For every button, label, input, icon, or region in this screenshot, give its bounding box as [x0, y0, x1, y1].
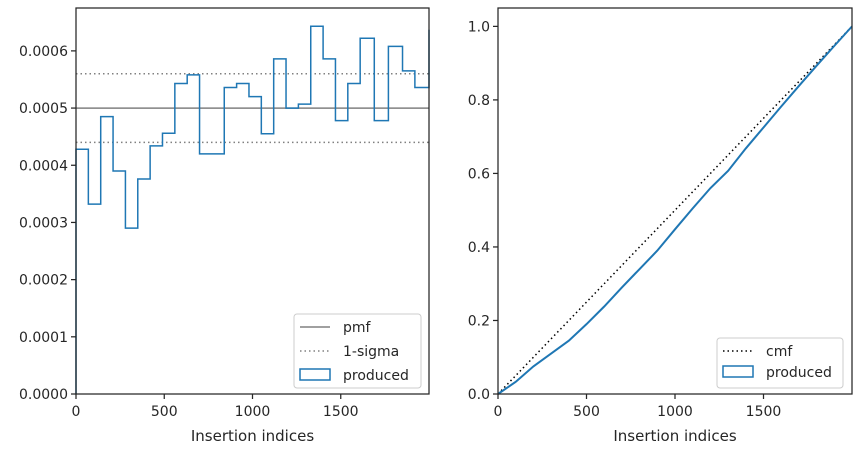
- y-tick-label: 0.0001: [19, 330, 68, 346]
- histogram-panel: 0 500 1000 1500 0.0000 0.0001 0.0002 0.0003 0.00…: [19, 7, 430, 445]
- produced-histogram-step: [75, 25, 430, 394]
- x-tick-label: 0: [494, 404, 503, 420]
- y-tick-label: 0.8: [468, 93, 490, 109]
- histogram-legend-pmf-label: pmf: [343, 320, 372, 336]
- x-tick-label: 500: [151, 404, 178, 420]
- y-tick-label: 0.0006: [19, 44, 68, 60]
- cumulative-x-axis-label: Insertion indices: [613, 427, 736, 445]
- histogram-legend: pmf 1-sigma produced: [293, 313, 422, 389]
- histogram-plot-area: [75, 25, 430, 394]
- x-tick-label: 1500: [746, 404, 782, 420]
- cumulative-axes-frame: [497, 7, 853, 395]
- y-tick-label: 0.4: [468, 240, 490, 256]
- cumulative-legend-produced-swatch: [722, 365, 754, 378]
- x-tick-label: 0: [72, 404, 81, 420]
- histogram-x-axis-label: Insertion indices: [191, 427, 314, 445]
- histogram-legend-produced-swatch: [299, 368, 331, 381]
- x-tick-label: 1500: [323, 404, 359, 420]
- y-tick-label: 0.0002: [19, 273, 68, 289]
- cumulative-legend-produced-label: produced: [766, 365, 832, 381]
- y-tick-label: 1.0: [468, 19, 490, 35]
- y-tick-label: 0.0: [468, 387, 490, 403]
- y-tick-label: 0.2: [468, 313, 490, 329]
- cumulative-ticks: 0 500 1000 1500 0.0 0.2 0.4 0.6 0.8 1.0: [468, 19, 782, 420]
- cumulative-legend-cmf-label: cmf: [766, 344, 793, 360]
- y-tick-label: 0.0005: [19, 101, 68, 117]
- cumulative-plot-area: [497, 25, 853, 395]
- cumulative-legend-box: [716, 337, 844, 389]
- cumulative-panel: 0 500 1000 1500 0.0 0.2 0.4 0.6 0.8 1.0 Insertion…: [468, 7, 853, 445]
- y-tick-label: 0.0003: [19, 215, 68, 231]
- histogram-ticks: 0 500 1000 1500 0.0000 0.0001 0.0002 0.0003 0.00…: [19, 44, 359, 420]
- histogram-legend-sigma-label: 1-sigma: [343, 344, 399, 360]
- y-tick-label: 0.6: [468, 166, 490, 182]
- histogram-legend-produced-label: produced: [343, 368, 409, 384]
- y-tick-label: 0.0000: [19, 387, 68, 403]
- x-tick-label: 1000: [235, 404, 271, 420]
- cumulative-legend: cmf produced: [716, 337, 844, 389]
- y-tick-label: 0.0004: [19, 158, 68, 174]
- produced-cumulative-line: [497, 25, 853, 395]
- x-tick-label: 500: [573, 404, 600, 420]
- x-tick-label: 1000: [657, 404, 693, 420]
